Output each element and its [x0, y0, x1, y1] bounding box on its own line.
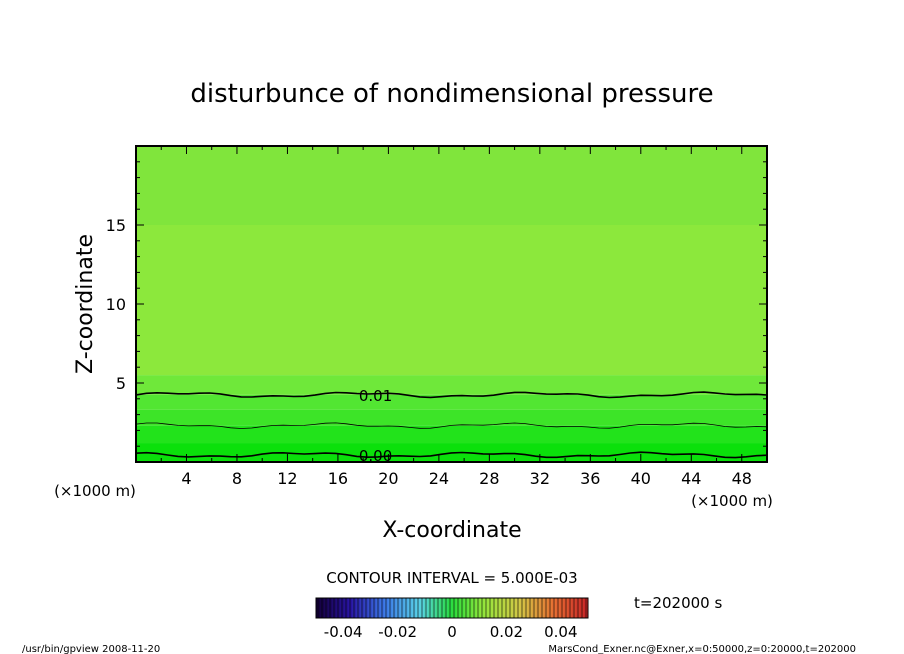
- x-ticks: 4 8 12 16 20 24 28 32 36 40 44 48: [160, 146, 752, 488]
- x-axis-label: X-coordinate: [382, 518, 521, 543]
- x-tick-label: 8: [232, 469, 242, 488]
- fill-band-5: [136, 225, 767, 376]
- contour-label: 0.00: [359, 447, 392, 465]
- colorbar-frame: [315, 597, 589, 619]
- colorbar-tick-label: -0.02: [378, 623, 417, 641]
- x-tick-label: 32: [530, 469, 550, 488]
- contour-line: [135, 422, 768, 429]
- y-tick-label: 5: [116, 374, 126, 393]
- x-tick-label: 40: [631, 469, 651, 488]
- footer-left: /usr/bin/gpview 2008-11-20: [22, 644, 160, 654]
- time-label: t=202000 s: [634, 594, 722, 612]
- contour-interval-label: CONTOUR INTERVAL = 5.000E-03: [326, 569, 577, 587]
- x-tick-label: 16: [328, 469, 348, 488]
- colorbar-ticks: -0.04 -0.02 0 0.02 0.04: [324, 623, 578, 641]
- x-tick-label: 44: [681, 469, 701, 488]
- y-ticks: 5 10 15: [106, 161, 767, 447]
- y-tick-label: 10: [106, 295, 126, 314]
- x-unit-label: (×1000 m): [691, 492, 773, 510]
- x-tick-label: 48: [732, 469, 752, 488]
- x-tick-label: 28: [479, 469, 499, 488]
- colorbar-tick-label: 0: [447, 623, 457, 641]
- x-tick-label: 12: [277, 469, 297, 488]
- x-tick-label: 24: [429, 469, 449, 488]
- footer-right: MarsCond_Exner.nc@Exner,x=0:50000,z=0:20…: [548, 644, 856, 654]
- fill-band-1: [136, 425, 767, 444]
- chart-title: disturbunce of nondimensional pressure: [190, 79, 713, 109]
- colorbar-tick-label: 0.02: [490, 623, 523, 641]
- fill-band-6: [136, 146, 767, 225]
- y-unit-label: (×1000 m): [54, 482, 136, 500]
- y-axis-label: Z-coordinate: [73, 234, 98, 374]
- contour-line: [135, 451, 768, 459]
- x-tick-label: 4: [181, 469, 191, 488]
- contour-lines: 0.01 0.00: [135, 387, 768, 465]
- fill-band-3: [136, 394, 767, 410]
- x-tick-label: 36: [580, 469, 600, 488]
- colorbar: -0.04 -0.02 0 0.02 0.04: [315, 597, 589, 641]
- contour-label: 0.01: [359, 387, 392, 405]
- x-tick-label: 20: [378, 469, 398, 488]
- contour-line: [135, 391, 768, 399]
- colorbar-tick-label: 0.04: [544, 623, 577, 641]
- fill-band-4: [136, 375, 767, 395]
- fill-bands: [136, 146, 767, 462]
- colorbar-tick-label: -0.04: [324, 623, 363, 641]
- colorbar-cells: [316, 598, 588, 618]
- fill-band-2: [136, 409, 767, 426]
- y-tick-label: 15: [106, 216, 126, 235]
